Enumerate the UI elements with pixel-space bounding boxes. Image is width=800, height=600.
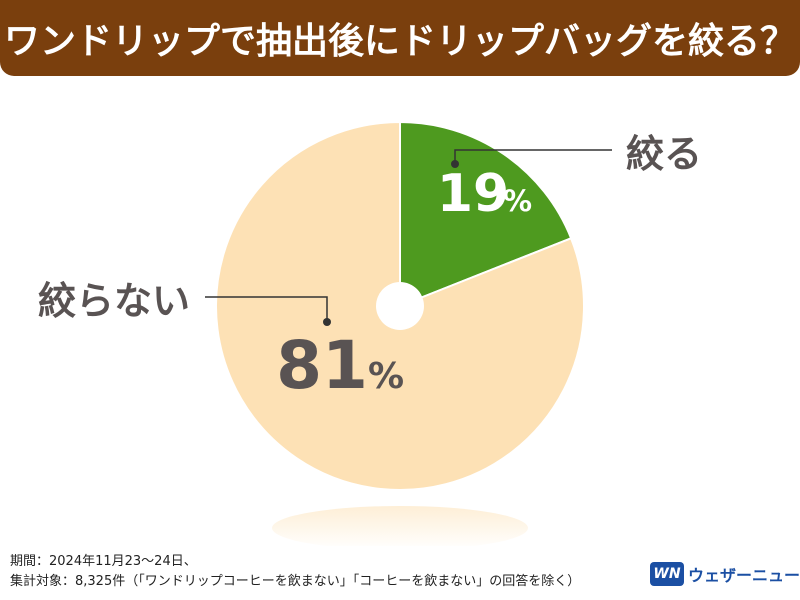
pie-reflection <box>272 506 528 546</box>
leader-dot <box>323 318 331 326</box>
footer-note: 期間：2024年11月23〜24日、 集計対象：8,325件（「ワンドリップコー… <box>10 552 630 592</box>
brand-name: ウェザーニュース <box>688 566 800 585</box>
weathernews-logo-icon: WN <box>650 562 684 586</box>
pie-center-hole <box>376 282 424 330</box>
brand: WN ウェザーニュース <box>650 560 800 588</box>
chart-title: ワンドリップで抽出後にドリップバッグを絞る？ <box>3 21 796 62</box>
pie-chart: 19% 絞る 81 % 絞らない <box>38 120 702 546</box>
leader-line <box>205 296 328 322</box>
slice-value-label: 19 <box>437 164 509 224</box>
slice-unit-label: % <box>503 184 532 218</box>
footer-sample: 集計対象：8,325件（「ワンドリップコーヒーを飲まない」「コーヒーを飲まない」… <box>10 574 581 589</box>
leader-dot <box>451 160 459 168</box>
title-bar: ワンドリップで抽出後にドリップバッグを絞る？ <box>0 0 800 76</box>
pie-slice-2 <box>215 120 585 491</box>
slice-unit-label: % <box>368 356 404 397</box>
pie-slice-1 <box>399 120 573 308</box>
slice-value-label: 81 <box>276 327 368 404</box>
footer-period: 期間：2024年11月23〜24日、 <box>10 554 197 569</box>
leader-line <box>454 149 612 164</box>
slice-category-label: 絞らない <box>38 279 190 323</box>
slice-category-label: 絞る <box>626 132 702 176</box>
